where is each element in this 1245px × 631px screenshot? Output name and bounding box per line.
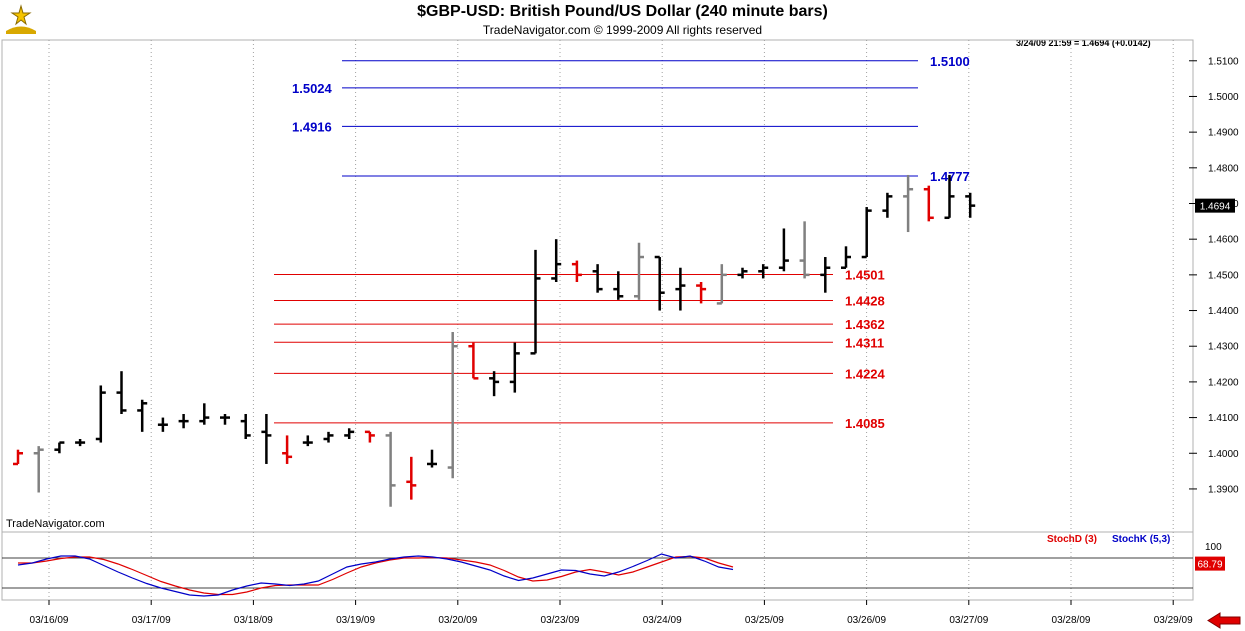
y-tick-label: 1.4200	[1208, 377, 1239, 388]
y-tick-label: 1.4800	[1208, 163, 1239, 174]
x-tick-label: 03/17/09	[132, 615, 171, 626]
watermark: TradeNavigator.com	[6, 518, 105, 530]
stoch-value-label: 68.79	[1197, 560, 1222, 571]
last-price-box	[1195, 198, 1235, 213]
resistance-label: 1.5100	[930, 54, 970, 69]
x-tick-label: 03/18/09	[234, 615, 273, 626]
y-tick-label: 1.5100	[1208, 56, 1239, 67]
x-tick-label: 03/23/09	[541, 615, 580, 626]
chart-title: $GBP-USD: British Pound/US Dollar (240 m…	[417, 3, 828, 20]
legend-stoch-k: StochK (5,3)	[1112, 534, 1171, 545]
resistance-label: 1.4916	[292, 119, 332, 134]
x-tick-label: 03/25/09	[745, 615, 784, 626]
support-label: 1.4224	[845, 366, 886, 381]
scroll-left-arrow-icon[interactable]	[1206, 612, 1242, 629]
x-tick-label: 03/29/09	[1154, 615, 1193, 626]
support-label: 1.4501	[845, 268, 885, 283]
support-label: 1.4428	[845, 294, 885, 309]
y-tick-label: 1.4900	[1208, 128, 1239, 139]
stoch-d-line	[18, 555, 734, 596]
support-label: 1.4311	[845, 335, 884, 350]
stoch-panel-frame	[1, 531, 1194, 601]
y-tick-label: 1.4500	[1208, 270, 1239, 281]
y-tick-label: 1.4600	[1208, 235, 1239, 246]
trade-navigator-logo-icon	[6, 4, 36, 34]
resistance-label: 1.5024	[292, 81, 333, 96]
stoch-value-box	[1195, 556, 1225, 571]
y-tick-label: 1.4000	[1208, 449, 1239, 460]
support-label: 1.4085	[845, 416, 885, 431]
x-tick-label: 03/28/09	[1052, 615, 1091, 626]
y-tick-label: 1.4400	[1208, 306, 1239, 317]
y-tick-label: 1.3900	[1208, 484, 1239, 495]
x-tick-label: 03/20/09	[438, 615, 477, 626]
y-tick-label: 1.5000	[1208, 92, 1239, 103]
chart-subtitle: TradeNavigator.com © 1999-2009 All right…	[482, 23, 763, 37]
x-tick-label: 03/16/09	[30, 615, 69, 626]
x-tick-label: 03/27/09	[949, 615, 988, 626]
stoch-k-line	[17, 553, 734, 597]
x-tick-label: 03/19/09	[336, 615, 375, 626]
y-tick-label: 1.4100	[1208, 413, 1239, 424]
stoch-y-tick-label: 100	[1205, 542, 1222, 553]
support-label: 1.4362	[845, 317, 885, 332]
last-quote: 3/24/09 21:59 = 1.4694 (+0.0142)	[1016, 38, 1151, 48]
x-tick-label: 03/24/09	[643, 615, 682, 626]
legend-stoch-d: StochD (3)	[1047, 534, 1097, 545]
last-price-label: 1.4694	[1200, 202, 1231, 213]
y-tick-label: 1.4300	[1208, 342, 1239, 353]
x-tick-label: 03/26/09	[847, 615, 886, 626]
